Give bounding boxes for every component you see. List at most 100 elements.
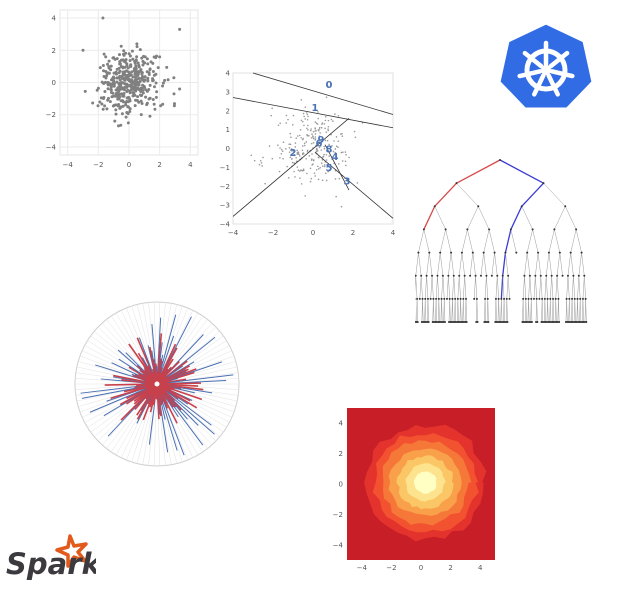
tree-edge [510,229,517,253]
data-point [114,112,118,116]
tree-edge [531,298,533,323]
data-point [291,158,293,160]
partition-label: 0 [326,80,333,91]
data-point [327,119,330,122]
y-tick-label: 2 [52,47,56,55]
data-point [299,129,302,131]
y-tick-label: 0 [226,145,230,153]
x-tick-label: 0 [311,229,315,237]
tree-node [542,182,545,185]
data-point [299,177,301,179]
tree-node [460,251,463,254]
data-point [340,151,343,154]
tree-edge [439,252,444,276]
data-point [121,58,125,62]
tree-node [575,228,578,231]
tree-node [447,274,450,277]
data-point [337,140,340,142]
tree-edge [483,229,490,253]
highlight-edge [499,159,544,184]
tree-node [482,251,485,254]
tree-node [558,321,561,323]
tree-edge [449,298,451,323]
data-point [128,99,132,103]
tree-edge [464,275,467,299]
data-point [122,94,126,98]
data-point [314,121,317,123]
data-point [302,169,305,172]
data-point [123,78,127,82]
data-point [312,130,315,133]
data-point [107,59,111,63]
data-point [315,168,318,171]
decision-tree-diagram [415,159,588,323]
data-point [136,73,140,77]
tree-node [455,182,458,185]
tree-edge [461,229,468,253]
data-point [106,62,110,66]
x-tick-label: 0 [127,161,131,169]
data-point [103,89,107,93]
data-point [296,166,299,168]
tree-node [500,297,503,300]
data-point [325,159,328,161]
helm-spoke [522,50,544,69]
data-point [341,160,344,162]
y-tick-label: 4 [52,15,57,23]
tree-edge [529,275,532,299]
tree-edge [457,275,460,299]
tree-node [476,321,479,323]
data-point [334,151,337,154]
data-point [300,183,303,185]
data-point [115,76,119,80]
data-point [338,177,341,180]
tree-edge [448,275,450,299]
data-point [309,180,312,183]
tree-edge [551,275,554,299]
data-point [141,88,145,92]
tree-node [469,274,472,277]
data-point [125,85,129,89]
helm-spoke [517,69,543,79]
data-point [112,94,116,98]
tree-edge [555,298,557,323]
data-point [270,114,273,117]
data-point [172,102,176,106]
data-point [279,157,281,159]
data-point [311,153,313,155]
data-point [300,99,303,101]
tree-node [508,297,511,300]
tree-node [475,297,478,300]
data-point [133,84,137,88]
x-tick-label: −2 [93,161,103,169]
tree-node [433,205,436,208]
highlight-edge [423,206,436,230]
data-point [109,91,113,95]
tree-edge [430,275,433,299]
data-point [285,122,288,124]
data-point [130,70,134,74]
data-point [287,177,290,179]
tree-edge [535,252,539,276]
tree-edge [545,275,548,299]
tree-edge [585,298,587,323]
tree-edge [550,298,552,323]
tree-node [566,274,569,277]
y-tick-label: 2 [226,107,230,115]
data-point [101,69,105,73]
data-point [328,169,331,172]
tree-edge [559,252,563,276]
tree-edge [570,252,574,276]
data-point [302,112,305,115]
data-point [280,152,283,155]
tree-edge [526,229,533,253]
data-point [109,68,113,72]
tree-edge [442,275,445,299]
tree-edge [478,206,490,230]
data-point [337,146,339,148]
tree-edge [424,298,427,323]
tree-node [496,274,499,277]
helm-spoke [548,50,570,69]
data-point [341,135,344,137]
